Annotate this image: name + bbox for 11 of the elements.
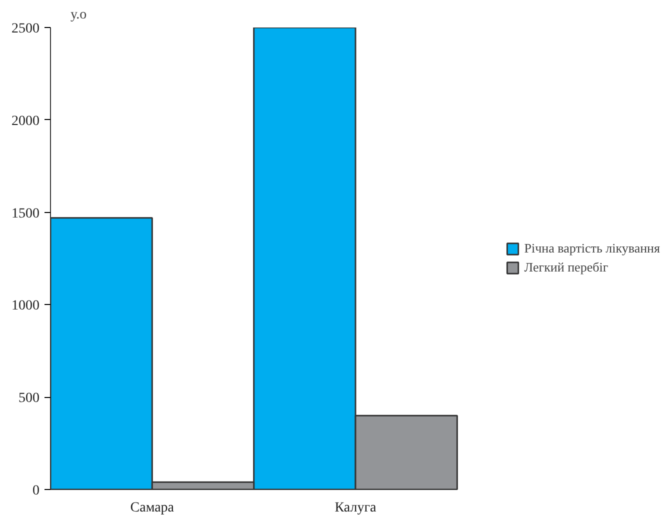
x-tick-label: Калуга: [334, 500, 377, 516]
y-tick-label: 0: [32, 484, 40, 498]
x-tick-label: Самара: [130, 500, 175, 516]
legend-label: Річна вартість лікування: [524, 240, 660, 256]
y-tick-label: 500: [18, 391, 40, 406]
legend-label: Легкий перебіг: [524, 260, 608, 276]
y-tick-label: 2500: [12, 22, 40, 36]
y-tick-label: 2000: [12, 114, 40, 129]
y-tick-label: 1500: [12, 206, 40, 222]
y-axis-title: у.о: [70, 8, 87, 22]
y-tick-label: 1000: [12, 298, 40, 314]
